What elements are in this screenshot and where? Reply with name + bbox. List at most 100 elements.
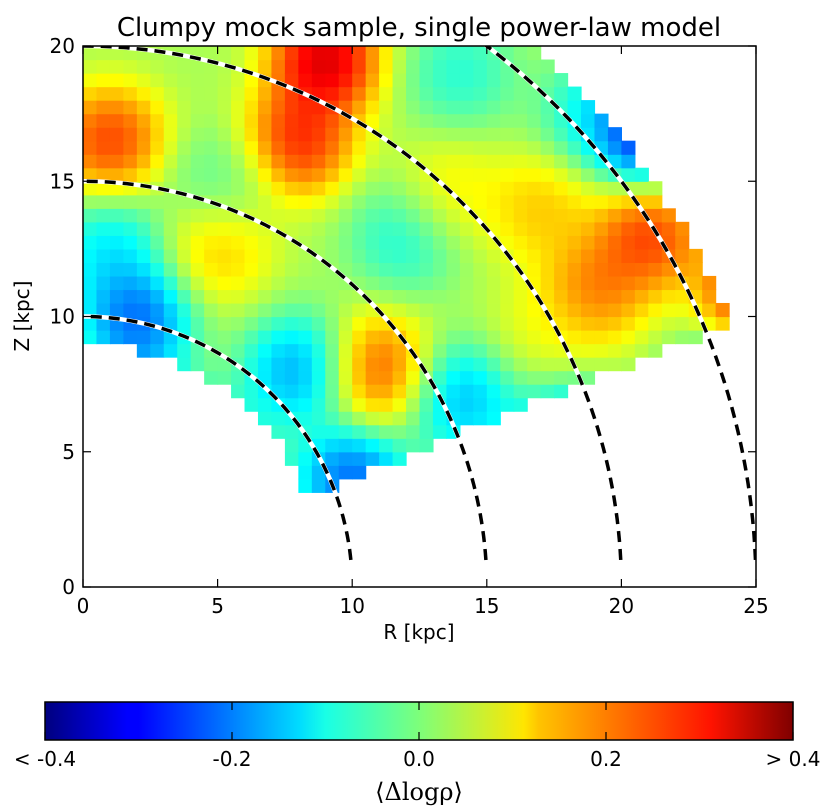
heatmap-cell	[379, 275, 394, 291]
heatmap-cell	[459, 262, 474, 277]
heatmap-cell	[150, 343, 165, 358]
heatmap-cell	[190, 343, 205, 358]
heatmap-cell	[459, 235, 474, 250]
heatmap-cell	[244, 127, 259, 142]
heatmap-cell	[446, 330, 461, 345]
heatmap-cell	[338, 451, 353, 466]
heatmap-cell	[271, 167, 286, 182]
heatmap-cell	[621, 316, 636, 331]
heatmap-cell	[96, 167, 111, 182]
heatmap-cell	[298, 221, 313, 236]
heatmap-cell	[311, 478, 326, 493]
heatmap-cell	[406, 289, 421, 304]
heatmap-cell	[594, 167, 609, 182]
heatmap-cell	[109, 86, 124, 101]
heatmap-cell	[109, 127, 124, 142]
heatmap-cell	[231, 194, 246, 209]
heatmap-cell	[338, 235, 353, 250]
heatmap-cell	[379, 167, 394, 182]
heatmap-cell	[540, 194, 555, 209]
heatmap-cell	[379, 248, 394, 264]
heatmap-cell	[406, 424, 421, 439]
heatmap-cell	[446, 384, 461, 399]
heatmap-cell	[96, 113, 111, 128]
heatmap-cell	[473, 370, 488, 385]
heatmap-cell	[231, 316, 246, 331]
heatmap-cell	[661, 289, 676, 304]
heatmap-cell	[406, 59, 421, 74]
heatmap-cell	[83, 73, 98, 88]
heatmap-cell	[634, 248, 649, 264]
heatmap-cell	[231, 181, 246, 196]
heatmap-cell	[581, 248, 596, 264]
heatmap-cell	[311, 262, 326, 277]
heatmap-cell	[513, 302, 528, 318]
heatmap-cell	[634, 330, 649, 345]
heatmap-cell	[513, 330, 528, 345]
heatmap-cell	[500, 100, 515, 115]
heatmap-cell	[446, 167, 461, 182]
heatmap-cell	[257, 370, 273, 385]
heatmap-cell	[177, 289, 192, 304]
heatmap-cell	[271, 411, 286, 426]
heatmap-cell	[594, 343, 609, 358]
heatmap-cell	[446, 59, 461, 74]
heatmap-cell	[284, 127, 299, 142]
heatmap-cell	[500, 275, 515, 291]
heatmap-cell	[621, 343, 636, 358]
heatmap-cell	[163, 275, 178, 291]
heatmap-cell	[325, 275, 340, 291]
heatmap-cell	[432, 46, 448, 61]
heatmap-cell	[150, 275, 165, 291]
heatmap-cell	[406, 411, 421, 426]
heatmap-cell	[257, 100, 273, 115]
heatmap-cell	[432, 208, 448, 223]
heatmap-cell	[96, 221, 111, 236]
heatmap-cell	[204, 370, 219, 385]
heatmap-cell	[96, 73, 111, 88]
heatmap-cell	[352, 411, 367, 426]
heatmap-cell	[298, 478, 313, 493]
heatmap-cell	[163, 154, 178, 169]
heatmap-cell	[392, 86, 407, 101]
heatmap-cell	[231, 235, 246, 250]
heatmap-cell	[581, 289, 596, 304]
colorbar-ticks: < -0.4 -0.2 0.0 0.2 > 0.4	[14, 702, 820, 771]
heatmap-cell	[325, 438, 340, 453]
heatmap-cell	[257, 302, 273, 318]
heatmap-cell	[338, 221, 353, 236]
heatmap-cell	[365, 167, 380, 182]
heatmap-cell	[432, 302, 448, 318]
heatmap-cell	[554, 384, 569, 399]
heatmap-cell	[500, 86, 515, 101]
heatmap-cell	[365, 59, 380, 74]
heatmap-cell	[594, 275, 609, 291]
heatmap-cell	[500, 357, 515, 372]
heatmap-cell	[150, 167, 165, 182]
heatmap-cell	[432, 100, 448, 115]
heatmap-cell	[567, 235, 582, 250]
heatmap-cell	[150, 100, 165, 115]
heatmap-cell	[217, 100, 232, 115]
heatmap-cell	[513, 140, 528, 155]
heatmap-cell	[338, 438, 353, 453]
heatmap-cell	[554, 357, 569, 372]
heatmap-cell	[311, 424, 326, 439]
colorbar-tick-label: -0.2	[212, 747, 251, 771]
heatmap-cell	[594, 221, 609, 236]
heatmap-cell	[150, 289, 165, 304]
heatmap-cell	[136, 59, 151, 74]
heatmap-cell	[96, 316, 111, 331]
heatmap-cell	[244, 221, 259, 236]
heatmap-cell	[136, 167, 151, 182]
heatmap-cell	[607, 248, 622, 264]
heatmap-cell	[244, 140, 259, 155]
heatmap-cell	[594, 357, 609, 372]
heatmap-cell	[338, 302, 353, 318]
heatmap-cell	[567, 167, 582, 182]
heatmap-cell	[715, 316, 730, 331]
heatmap-cell	[661, 208, 676, 223]
heatmap-cell	[257, 289, 273, 304]
heatmap-cell	[271, 100, 286, 115]
